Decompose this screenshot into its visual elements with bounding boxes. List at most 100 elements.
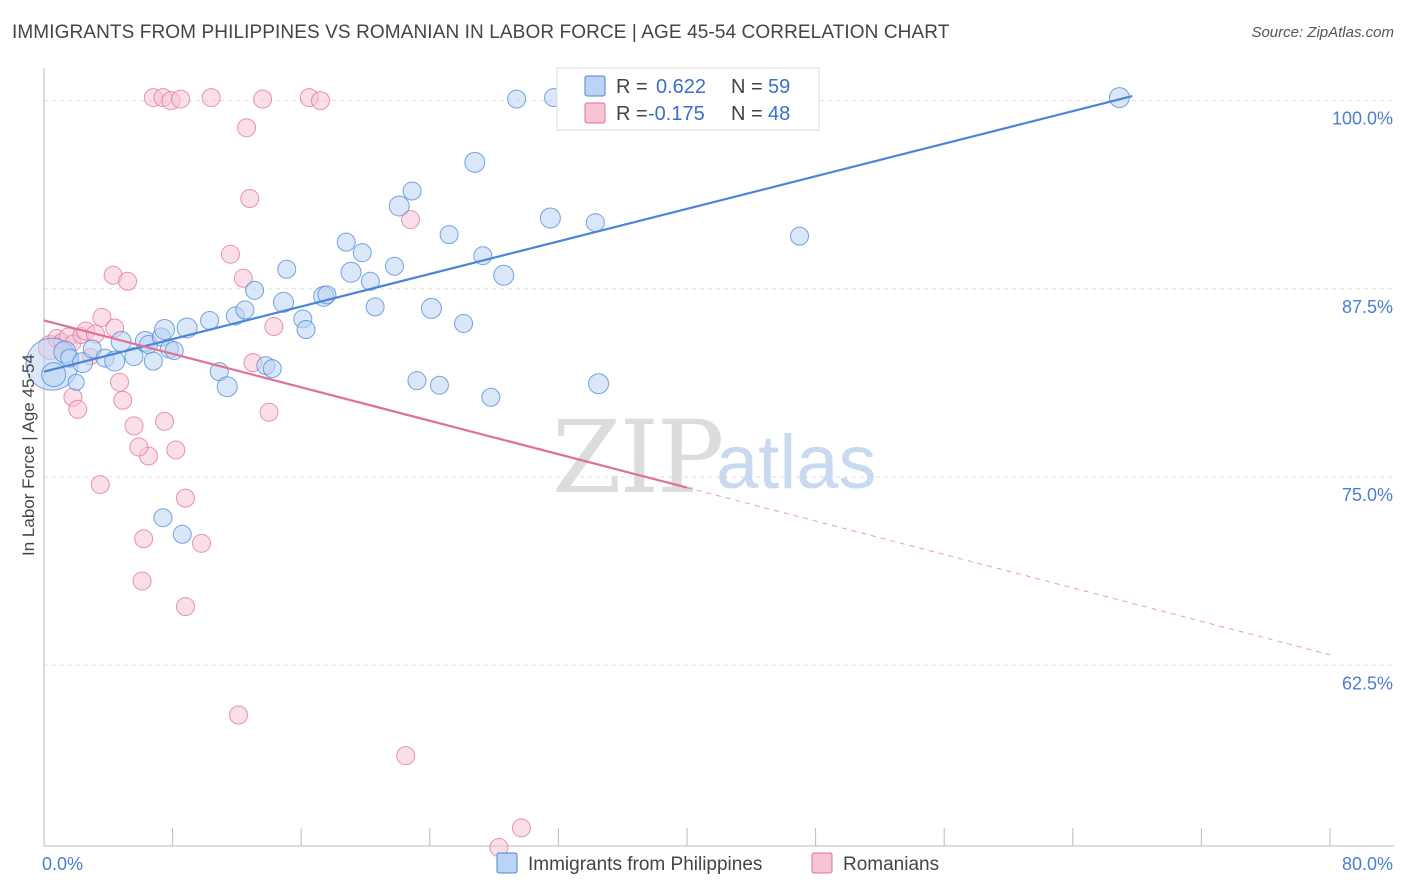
philippines-point-55 bbox=[172, 524, 192, 544]
y-tick-label-2: 75.0% bbox=[1342, 485, 1393, 505]
romanians-point-31 bbox=[118, 271, 138, 291]
romanians-point-13 bbox=[124, 416, 144, 436]
romanians-point-20 bbox=[233, 268, 253, 288]
romanians-point-11 bbox=[110, 372, 130, 392]
philippines-point-54 bbox=[153, 508, 173, 528]
philippines-point-42 bbox=[439, 225, 459, 245]
romanians-point-29 bbox=[90, 475, 110, 495]
philippines-point-44 bbox=[464, 151, 486, 173]
legend-n-label-pink: N = bbox=[731, 103, 763, 125]
philippines-point-34 bbox=[360, 271, 380, 291]
romanians-point-24 bbox=[264, 316, 284, 336]
romanians-point-36 bbox=[201, 88, 221, 108]
romanians-point-44 bbox=[229, 705, 249, 725]
romanians-point-18 bbox=[192, 533, 212, 553]
legend-swatch-blue bbox=[584, 75, 606, 97]
y-tick-label-3: 62.5% bbox=[1342, 673, 1393, 693]
romanians-point-43 bbox=[132, 571, 152, 591]
series-swatch-romanians bbox=[811, 852, 833, 874]
legend-swatch-pink bbox=[584, 102, 606, 124]
legend-r-label-pink: R = bbox=[616, 103, 648, 125]
y-tick-label-0: 100.0% bbox=[1332, 109, 1393, 129]
philippines-point-32 bbox=[340, 261, 362, 283]
philippines-point-46 bbox=[481, 387, 501, 407]
romanians-point-41 bbox=[401, 210, 421, 230]
philippines-point-11 bbox=[143, 351, 163, 371]
y-tick-label-1: 87.5% bbox=[1342, 297, 1393, 317]
philippines-point-25 bbox=[273, 291, 295, 313]
series-label-philippines: Immigrants from Philippines bbox=[528, 854, 762, 875]
romanians-point-37 bbox=[253, 89, 273, 109]
romanians-point-39 bbox=[310, 91, 330, 111]
romanians-point-26 bbox=[134, 529, 154, 549]
legend: R = 0.622 N = 59 R = -0.175 N = 48 bbox=[556, 67, 820, 131]
romanians-point-15 bbox=[155, 411, 175, 431]
axes bbox=[43, 68, 1394, 847]
romanians-point-19 bbox=[220, 244, 240, 264]
series-legend: Immigrants from Philippines Romanians bbox=[496, 852, 939, 875]
philippines-trend-line bbox=[43, 95, 1133, 373]
philippines-point-21 bbox=[235, 300, 255, 320]
legend-n-value-pink: 48 bbox=[768, 103, 790, 125]
philippines-point-35 bbox=[365, 297, 385, 317]
romanians-point-28 bbox=[68, 399, 88, 419]
philippines-point-41 bbox=[429, 375, 449, 395]
philippines-point-50 bbox=[585, 213, 605, 233]
philippines-point-26 bbox=[277, 259, 297, 279]
romanians-trend-extension bbox=[686, 487, 1331, 656]
philippines-point-33 bbox=[352, 243, 372, 263]
philippines-point-13 bbox=[154, 318, 176, 340]
x-tick-label-0: 0.0% bbox=[42, 854, 83, 874]
watermark-zip: ZIP bbox=[552, 399, 722, 516]
tick-labels: 100.0% 87.5% 75.0% 62.5% 0.0% 80.0% bbox=[42, 109, 1393, 874]
philippines-point-28 bbox=[296, 319, 316, 339]
romanians-point-40 bbox=[237, 118, 257, 138]
philippines-point-39 bbox=[407, 371, 427, 391]
philippines-point-22 bbox=[245, 280, 265, 300]
romanians-points bbox=[37, 88, 531, 858]
legend-r-value-pink: -0.175 bbox=[648, 103, 705, 125]
romanians-point-46 bbox=[511, 818, 531, 838]
philippines-point-19 bbox=[216, 376, 238, 398]
philippines-point-17 bbox=[200, 310, 220, 330]
series-label-romanians: Romanians bbox=[843, 854, 939, 875]
romanians-point-12 bbox=[113, 390, 133, 410]
source-label: Source: ZipAtlas.com bbox=[1251, 24, 1394, 41]
philippines-point-51 bbox=[588, 373, 610, 395]
romanians-point-16 bbox=[166, 440, 186, 460]
philippines-point-36 bbox=[384, 256, 404, 276]
chart-title: IMMIGRANTS FROM PHILIPPINES VS ROMANIAN … bbox=[12, 22, 950, 43]
philippines-point-40 bbox=[420, 297, 442, 319]
legend-r-label-blue: R = bbox=[616, 76, 648, 98]
watermark: ZIP atlas bbox=[552, 399, 877, 516]
romanians-point-9 bbox=[92, 307, 112, 327]
legend-n-label-blue: N = bbox=[731, 76, 763, 98]
y-axis-title: In Labor Force | Age 45-54 bbox=[19, 354, 38, 556]
philippines-point-52 bbox=[790, 226, 810, 246]
romanians-point-45 bbox=[396, 746, 416, 766]
romanians-point-35 bbox=[171, 89, 191, 109]
romanians-point-17 bbox=[175, 488, 195, 508]
philippines-point-24 bbox=[262, 359, 282, 379]
romanians-trend-line bbox=[43, 319, 688, 489]
romanians-point-42 bbox=[175, 597, 195, 617]
gridlines bbox=[44, 100, 1394, 666]
philippines-point-37 bbox=[388, 195, 410, 217]
philippines-point-49 bbox=[539, 207, 561, 229]
trend-lines bbox=[43, 95, 1331, 656]
romanians-point-25 bbox=[129, 437, 149, 457]
romanians-point-23 bbox=[259, 402, 279, 422]
philippines-point-48 bbox=[507, 89, 527, 109]
philippines-point-47 bbox=[493, 264, 515, 286]
philippines-point-31 bbox=[336, 232, 356, 252]
x-tick-label-1: 80.0% bbox=[1342, 854, 1393, 874]
philippines-point-38 bbox=[402, 181, 422, 201]
series-swatch-philippines bbox=[496, 852, 518, 874]
philippines-point-4 bbox=[82, 339, 102, 359]
philippines-point-16 bbox=[176, 317, 198, 339]
philippines-point-58 bbox=[67, 373, 85, 391]
philippines-point-43 bbox=[454, 313, 474, 333]
philippines-point-8 bbox=[124, 347, 144, 367]
legend-n-value-blue: 59 bbox=[768, 76, 790, 98]
